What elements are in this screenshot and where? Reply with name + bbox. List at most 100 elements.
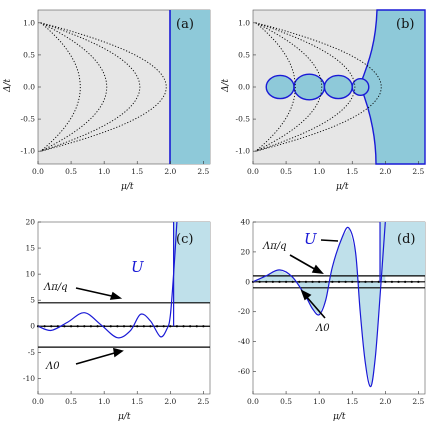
panel-b-bubbles — [265, 73, 370, 101]
topological-bubble — [351, 77, 370, 97]
x-tick-label: 1.0 — [313, 167, 325, 176]
y-tick-label: -5 — [28, 348, 36, 357]
zero-marker — [89, 325, 93, 328]
panel-b-label: (b) — [396, 17, 414, 32]
U-region — [380, 222, 425, 276]
y-tick-label: 0.5 — [238, 50, 250, 59]
panel-d-plot — [251, 221, 425, 388]
panel-a-ylabel: Δ/t — [3, 78, 13, 93]
zero-marker — [83, 325, 86, 328]
topological-bubble — [265, 74, 295, 100]
y-tick-label: 20 — [240, 247, 250, 256]
topological-bubble — [323, 74, 353, 100]
y-tick-label: -0.5 — [21, 115, 36, 124]
panel-c: 0.0 0.5 1.0 1.5 2.0 2.5 20 15 10 5 0 -5 -10 (c) U Λπ… — [23, 218, 211, 422]
x-tick-label: 1.0 — [98, 397, 110, 406]
panel-c-label: (c) — [176, 232, 193, 247]
y-tick-label: 0.0 — [238, 83, 250, 92]
dotted-curve — [40, 22, 141, 152]
U-area — [253, 222, 386, 387]
zero-marker — [50, 325, 53, 328]
y-tick-label: -60 — [238, 367, 250, 376]
x-tick-label: 2.0 — [164, 397, 176, 406]
zero-marker — [122, 325, 126, 328]
dotted-curve — [255, 22, 323, 152]
panel-c-arrowhead-lambda-0 — [113, 347, 124, 358]
y-tick-label: -0.5 — [236, 115, 251, 124]
x-tick-label: 0.0 — [247, 397, 259, 406]
x-tick-label: 0.5 — [65, 167, 77, 176]
y-tick-label: 40 — [240, 218, 250, 227]
panel-d-lambda-q-label: Λπ/q — [262, 241, 287, 252]
panel-c-plot — [36, 221, 210, 348]
zero-marker — [324, 280, 327, 283]
y-tick-label: 20 — [25, 218, 35, 227]
x-tick-label: 1.5 — [131, 397, 143, 406]
panel-c-arrowhead-lambda-q — [109, 291, 123, 300]
panel-b-ylabel: Δ/t — [221, 78, 231, 93]
panel-b-ticks: 0.0 0.5 1.0 1.5 2.0 2.5 1.0 0.5 0.0 -0.5 -1.0 — [236, 18, 425, 176]
zero-marker — [155, 325, 159, 328]
panel-d-xlabel: μ/t — [333, 412, 346, 422]
zero-marker — [291, 280, 294, 283]
x-tick-label: 0.5 — [280, 167, 292, 176]
panel-d-arrow-U — [320, 239, 339, 242]
y-tick-label: -20 — [238, 307, 250, 316]
x-tick-label: 0.0 — [32, 167, 44, 176]
x-tick-label: 2.0 — [164, 167, 176, 176]
panel-c-arrows — [75, 287, 124, 365]
zero-marker — [370, 280, 374, 283]
panel-c-lambda-q-label: Λπ/q — [43, 282, 68, 293]
zero-marker — [175, 325, 179, 328]
y-tick-label: -1.0 — [236, 147, 251, 156]
y-tick-label: 0.5 — [23, 50, 35, 59]
panel-b: 0.0 0.5 1.0 1.5 2.0 2.51.00.50.0-0.5-1.0 (b) … — [221, 9, 426, 192]
zero-marker — [129, 325, 132, 328]
zero-marker — [149, 325, 152, 328]
panel-c-arrow-lambda-q — [75, 287, 117, 298]
zero-marker — [63, 325, 66, 328]
panel-d-arrowhead-lambda-0 — [300, 289, 312, 301]
panel-d-arrow-lambda-q — [289, 254, 319, 272]
zero-marker — [169, 325, 172, 328]
panel-d-ticks: 0.0 0.5 1.0 1.5 2.0 2.5 40 20 0 -20 -40 -60 — [238, 218, 425, 407]
zero-marker — [69, 325, 73, 328]
y-tick-label: 15 — [25, 244, 35, 253]
panel-d: 0.0 0.5 1.0 1.5 2.0 2.5 40 20 0 -20 -40 -60 (d) U Λ… — [238, 218, 426, 422]
zero-marker — [116, 325, 119, 328]
panel-c-U-label: U — [131, 258, 145, 276]
y-tick-label: -40 — [238, 337, 250, 346]
panel-d-arrowhead-lambda-q — [311, 264, 324, 275]
zero-marker — [410, 280, 413, 283]
y-tick-label: 0.0 — [23, 83, 35, 92]
zero-marker — [43, 325, 46, 328]
zero-marker — [331, 280, 334, 283]
x-tick-label: 2.0 — [379, 397, 391, 406]
y-tick-label: 0 — [245, 277, 250, 286]
panel-a-topological-region — [170, 10, 210, 164]
panel-a-label: (a) — [176, 17, 194, 32]
x-tick-label: 1.5 — [346, 167, 358, 176]
zero-marker — [182, 325, 185, 328]
zero-marker — [278, 280, 281, 283]
zero-marker — [189, 325, 192, 328]
panel-a-dotted-curves — [40, 22, 167, 152]
topological-bubble — [293, 73, 326, 101]
panel-c-lambda-0-label: Λ0 — [45, 361, 60, 372]
x-tick-label: 1.0 — [313, 397, 325, 406]
x-tick-label: 1.5 — [131, 167, 143, 176]
zero-marker — [202, 325, 205, 328]
panel-a-xlabel: μ/t — [121, 182, 134, 192]
zero-marker — [351, 280, 354, 283]
zero-marker — [56, 325, 59, 328]
zero-marker — [258, 280, 261, 283]
zero-marker — [136, 325, 139, 328]
zero-marker — [417, 280, 420, 283]
panel-b-dotted-curves — [255, 22, 382, 152]
x-tick-label: 2.5 — [197, 167, 209, 176]
dotted-curve — [40, 22, 81, 152]
panel-d-U-label: U — [304, 230, 318, 248]
zero-marker — [195, 325, 198, 328]
y-tick-label: -10 — [23, 374, 35, 383]
